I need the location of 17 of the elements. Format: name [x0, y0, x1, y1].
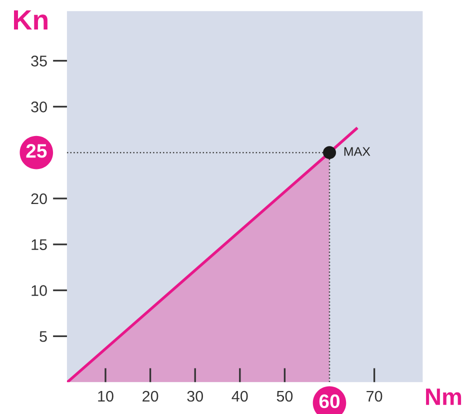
- y-tick-label: 10: [32, 285, 47, 296]
- x-tick-label: 20: [142, 390, 158, 402]
- y-tick-label: 5: [40, 331, 47, 342]
- y-tick-label: 30: [31, 102, 47, 112]
- y-axis-title: Kn: [14, 10, 48, 30]
- y-tick-label: 35: [31, 56, 47, 66]
- ref-line-label: 25: [26, 144, 47, 158]
- annotation: MAX: [344, 147, 370, 156]
- x-tick-label: 40: [232, 390, 248, 402]
- x-axis-title: Nm: [426, 388, 462, 405]
- ref-line-label: 60: [319, 394, 340, 408]
- x-tick-label: 30: [187, 390, 203, 402]
- x-tick-label: 50: [276, 390, 293, 402]
- x-tick-label: 10: [98, 390, 114, 402]
- x-tick-label: 70: [366, 390, 382, 402]
- y-tick-label: 15: [32, 239, 47, 250]
- y-tick-label: 20: [31, 193, 47, 204]
